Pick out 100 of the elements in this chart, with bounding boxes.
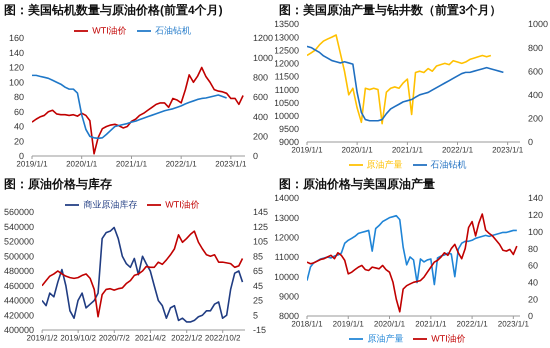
y-tick-label: 420000 — [4, 310, 34, 320]
y2-tick-label: 80 — [528, 244, 538, 254]
y-tick-label: 140 — [8, 48, 24, 58]
y2-tick-label: 65 — [253, 266, 264, 276]
y-tick-label: 10000 — [274, 110, 299, 121]
legend-label: 原油产量 — [367, 333, 404, 344]
y-tick-label: 460000 — [4, 280, 34, 291]
y2-tick-label: 200 — [253, 132, 268, 142]
y-tick-label: 80 — [14, 92, 24, 102]
y2-tick-label: 0 — [253, 151, 258, 162]
line-series — [307, 213, 518, 313]
x-tick-label: 2022/10/2 — [204, 334, 242, 343]
line-series — [307, 214, 518, 286]
y-tick-label: 440000 — [4, 296, 34, 306]
y-tick-label: 10500 — [274, 98, 299, 108]
y-tick-label: 520000 — [4, 236, 34, 247]
x-tick-label: 2021/1/1 — [392, 146, 424, 155]
y-tick-label: 400000 — [4, 325, 34, 336]
y-tick-label: 560000 — [4, 207, 34, 218]
y2-tick-label: 20 — [528, 294, 538, 304]
y2-tick-label: 45 — [253, 280, 264, 291]
y-tick-label: 13500 — [274, 19, 299, 30]
legend-label: 商业原油库存 — [83, 199, 138, 210]
line-series — [307, 34, 492, 124]
y-tick-label: 9000 — [278, 292, 299, 302]
legend-label: 石油钻机 — [154, 25, 191, 36]
x-tick-label: 2021/1/1 — [116, 160, 148, 169]
x-tick-label: 2019/1/1 — [291, 146, 324, 155]
y2-tick-label: 60 — [528, 260, 538, 271]
y-tick-label: 13000 — [274, 32, 299, 42]
y2-tick-label: 400 — [528, 90, 544, 100]
chart-title: 图：原油价格与库存 — [3, 176, 113, 193]
legend-label: 原油产量 — [366, 159, 402, 170]
y-tick-label: 11000 — [274, 84, 299, 95]
y-tick-label: 11000 — [274, 252, 299, 262]
x-tick-label: 2019/1/2 — [26, 334, 58, 343]
x-tick-label: 2023/1/1 — [215, 160, 247, 169]
x-tick-label: 2020/1/1 — [342, 146, 374, 155]
y-tick-label: 14000 — [274, 193, 299, 204]
x-tick-label: 2023/1/1 — [498, 320, 530, 329]
y2-tick-label: 125 — [253, 222, 268, 232]
legend-label: WTI油价 — [165, 199, 200, 210]
y2-tick-label: 85 — [253, 251, 264, 262]
x-tick-label: 2020/7/2 — [98, 334, 130, 343]
legend-label: WTI油价 — [92, 25, 127, 36]
y-tick-label: 11500 — [274, 72, 299, 82]
y2-tick-label: 40 — [528, 277, 538, 288]
y2-tick-label: 1000 — [253, 52, 274, 63]
y2-tick-label: 400 — [253, 112, 268, 122]
legend-label: 石油钻机 — [430, 159, 466, 170]
y-tick-label: 9000 — [278, 137, 299, 148]
y2-tick-label: 800 — [528, 42, 544, 53]
y2-tick-label: 5 — [253, 310, 258, 320]
x-tick-label: 2021/4/2 — [134, 334, 167, 343]
y2-tick-label: 100 — [528, 226, 544, 237]
y-tick-label: 540000 — [4, 222, 34, 232]
y-tick-label: 12500 — [274, 45, 299, 56]
x-tick-label: 2020/1/1 — [66, 160, 98, 169]
y2-tick-label: 0 — [528, 311, 534, 322]
line-series — [307, 46, 504, 122]
x-tick-label: 2022/1/1 — [442, 146, 474, 155]
y-tick-label: 9500 — [278, 124, 299, 134]
y-tick-label: 40 — [14, 122, 24, 132]
chart-title: 图：美国原油产量与钻井数（前置3个月） — [278, 2, 503, 19]
x-tick-label: 2021/1/1 — [415, 320, 447, 329]
y-tick-label: 8000 — [278, 311, 299, 322]
x-tick-label: 2019/1/1 — [332, 320, 364, 329]
y-tick-label: 160 — [8, 33, 24, 44]
y-tick-label: 13000 — [274, 212, 299, 223]
y2-tick-label: 600 — [253, 92, 268, 102]
y2-tick-label: -15 — [253, 325, 266, 336]
y-tick-label: 10000 — [274, 272, 299, 282]
chart-title: 图：原油价格与美国原油产量 — [278, 176, 436, 193]
x-tick-label: 2020/1/1 — [374, 320, 406, 329]
x-tick-label: 2018/1/1 — [291, 320, 324, 329]
legend-label: WTI油价 — [431, 333, 466, 344]
y2-tick-label: 800 — [253, 72, 268, 83]
y-tick-label: 480000 — [4, 266, 34, 276]
y-tick-label: 20 — [14, 136, 24, 146]
y2-tick-label: 145 — [253, 207, 268, 218]
y2-tick-label: 1000 — [528, 19, 548, 30]
x-tick-label: 2019/10/2 — [60, 334, 96, 343]
x-tick-label: 2022/1/1 — [456, 320, 488, 329]
y2-tick-label: 25 — [253, 296, 264, 306]
y-tick-label: 0 — [18, 151, 24, 162]
y2-tick-label: 600 — [528, 66, 544, 76]
y-tick-label: 12000 — [274, 232, 299, 243]
x-tick-label: 2019/1/1 — [16, 160, 48, 169]
y-tick-label: 500000 — [4, 251, 34, 262]
x-tick-label: 2023/1/1 — [492, 146, 524, 155]
y2-tick-label: 120 — [528, 210, 544, 220]
x-tick-label: 2022/1/1 — [166, 160, 198, 169]
y-tick-label: 100 — [8, 77, 24, 88]
y-tick-label: 120 — [8, 62, 24, 73]
line-series — [32, 74, 228, 140]
y2-tick-label: 105 — [253, 236, 268, 247]
y-tick-label: 60 — [14, 106, 24, 117]
y2-tick-label: 0 — [528, 137, 534, 148]
y2-tick-label: 140 — [528, 193, 544, 204]
y2-tick-label: 1200 — [253, 33, 274, 44]
